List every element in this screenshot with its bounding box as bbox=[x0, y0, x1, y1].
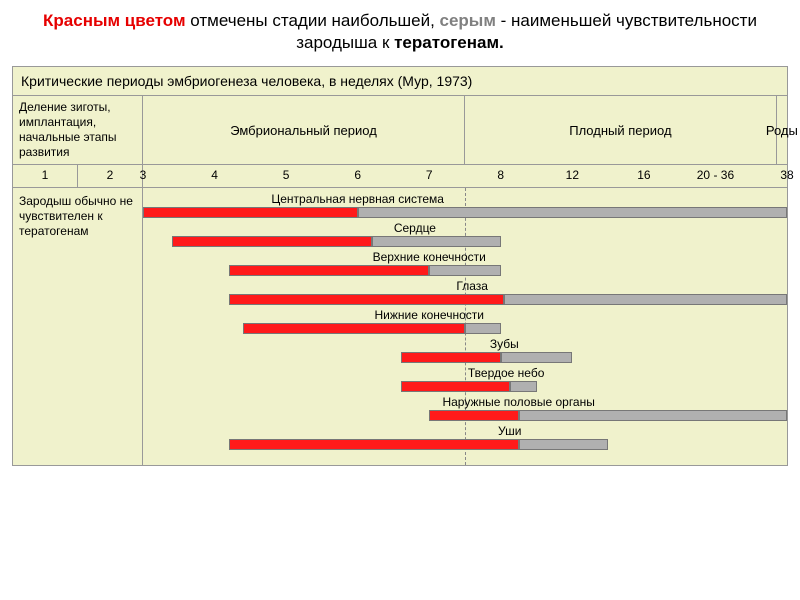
heading-part: отмечены стадии наибольшей, bbox=[186, 11, 440, 30]
gantt-area: Центральная нервная система Сердце Верхние… bbox=[143, 188, 787, 465]
organ-label: Твердое небо bbox=[468, 366, 545, 380]
weeks-axis: 345678121620 - 3638 bbox=[143, 165, 787, 187]
period-left-label: Деление зиготы, имплантация, начальные э… bbox=[13, 96, 143, 164]
bar-red bbox=[243, 323, 465, 334]
organ-row: Глаза bbox=[143, 281, 787, 307]
organ-label: Наружные половые органы bbox=[442, 395, 594, 409]
organ-row: Уши bbox=[143, 426, 787, 452]
weeks-row: 1 2 345678121620 - 3638 bbox=[13, 165, 787, 188]
organ-row: Зубы bbox=[143, 339, 787, 365]
period-cell: Плодный период bbox=[465, 96, 777, 164]
bar-gray bbox=[358, 207, 787, 218]
organ-row: Наружные половые органы bbox=[143, 397, 787, 423]
chart-body: Зародыш обычно не чувствителен к тератог… bbox=[13, 188, 787, 465]
chart-container: Критические периоды эмбриогенеза человек… bbox=[12, 66, 788, 466]
week-tick: 20 - 36 bbox=[697, 168, 734, 182]
bar-gray bbox=[504, 294, 787, 305]
organ-label: Сердце bbox=[394, 221, 436, 235]
bar-gray bbox=[510, 381, 537, 392]
heading-part: Красным цветом bbox=[43, 11, 186, 30]
bar-gray bbox=[519, 439, 608, 450]
bar-red bbox=[229, 439, 519, 450]
week-tick: 12 bbox=[566, 168, 579, 182]
heading-part: серым bbox=[440, 11, 496, 30]
organ-label: Уши bbox=[498, 424, 521, 438]
organ-row: Центральная нервная система bbox=[143, 194, 787, 220]
week-tick: 16 bbox=[637, 168, 650, 182]
week-tick: 7 bbox=[426, 168, 433, 182]
organ-row: Верхние конечности bbox=[143, 252, 787, 278]
weeks-left: 1 2 bbox=[13, 165, 143, 187]
organ-label: Зубы bbox=[490, 337, 519, 351]
bar-gray bbox=[501, 352, 573, 363]
organ-label: Нижние конечности bbox=[374, 308, 483, 322]
week-tick: 38 bbox=[780, 168, 793, 182]
bar-red bbox=[229, 265, 429, 276]
period-header-row: Деление зиготы, имплантация, начальные э… bbox=[13, 96, 787, 165]
organ-label: Глаза bbox=[456, 279, 488, 293]
week-tick: 3 bbox=[140, 168, 147, 182]
organ-label: Центральная нервная система bbox=[271, 192, 444, 206]
organ-row: Сердце bbox=[143, 223, 787, 249]
page-heading: Красным цветом отмечены стадии наибольше… bbox=[0, 0, 800, 58]
chart-title: Критические периоды эмбриогенеза человек… bbox=[13, 67, 787, 96]
heading-part: тератогенам. bbox=[394, 33, 504, 52]
bar-gray bbox=[429, 265, 501, 276]
bar-red bbox=[172, 236, 372, 247]
bar-gray bbox=[465, 323, 501, 334]
bar-gray bbox=[372, 236, 501, 247]
body-left-label: Зародыш обычно не чувствителен к тератог… bbox=[13, 188, 143, 465]
organ-row: Нижние конечности bbox=[143, 310, 787, 336]
week-2: 2 bbox=[78, 165, 142, 187]
bar-red bbox=[429, 410, 518, 421]
week-tick: 8 bbox=[497, 168, 504, 182]
bar-gray bbox=[519, 410, 787, 421]
bar-red bbox=[229, 294, 504, 305]
bar-red bbox=[143, 207, 358, 218]
organ-row: Твердое небо bbox=[143, 368, 787, 394]
week-tick: 5 bbox=[283, 168, 290, 182]
week-1: 1 bbox=[13, 165, 78, 187]
week-tick: 4 bbox=[211, 168, 218, 182]
organ-label: Верхние конечности bbox=[373, 250, 486, 264]
period-cells: Эмбриональный периодПлодный периодРоды bbox=[143, 96, 787, 164]
week-tick: 6 bbox=[354, 168, 361, 182]
bar-red bbox=[401, 381, 510, 392]
bar-red bbox=[401, 352, 501, 363]
period-cell: Эмбриональный период bbox=[143, 96, 465, 164]
period-cell: Роды bbox=[777, 96, 787, 164]
